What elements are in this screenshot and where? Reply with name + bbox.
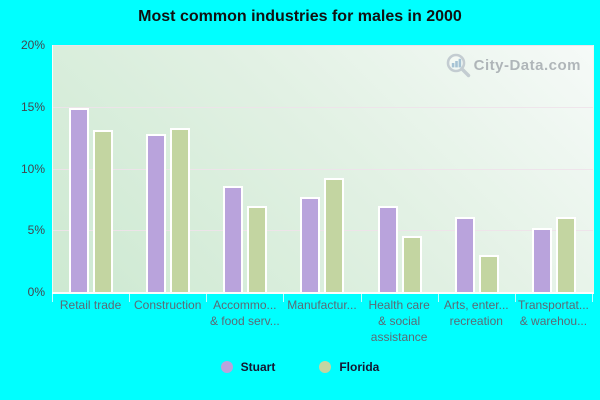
legend-marker-icon [220, 361, 233, 373]
bar-stuart-1 [146, 133, 167, 292]
x-axis-label-line: & food serv... [209, 314, 280, 328]
bar-florida-1 [170, 127, 191, 292]
x-axis-label-line: Arts, enter... [443, 298, 509, 312]
axis-tick [206, 293, 208, 302]
watermark: City-Data.com [445, 52, 581, 79]
axis-tick [592, 293, 593, 302]
x-axis-label-2: Accommo... & food serv... [198, 297, 291, 329]
legend-label: Stuart [240, 360, 276, 374]
y-axis-label: 15% [20, 99, 45, 114]
bar-florida-6 [555, 216, 576, 292]
y-axis-label: 10% [20, 161, 45, 176]
axis-tick [52, 293, 53, 302]
x-axis-label-6: Transportat... & warehou... [507, 297, 600, 329]
y-axis-label: 5% [27, 223, 45, 238]
x-axis-label-line: & warehou... [519, 314, 588, 328]
axis-tick [437, 293, 439, 302]
bar-stuart-0 [69, 108, 89, 292]
x-axis-label-line: Construction [134, 298, 202, 312]
bar-florida-4 [401, 236, 422, 292]
bar-florida-5 [478, 254, 499, 292]
gridline [53, 230, 593, 232]
x-axis-label-line: Accommo... [213, 298, 277, 312]
x-axis-label-line: Manufactur... [287, 298, 357, 312]
axis-tick [283, 293, 285, 302]
gridline [53, 106, 593, 108]
bar-stuart-3 [300, 196, 321, 292]
bar-stuart-4 [377, 205, 398, 292]
bar-stuart-6 [531, 227, 552, 292]
y-axis-label: 20% [20, 38, 45, 52]
x-axis-label-4: Health care & social assistance [353, 297, 446, 345]
x-axis-label-line: recreation [449, 314, 503, 328]
x-axis-label-line: Transportat... [517, 298, 589, 312]
x-axis-label-0: Retail trade [44, 297, 137, 313]
gridline [53, 168, 593, 170]
watermark-text: City-Data.com [473, 57, 581, 74]
x-axis-label-line: Health care [368, 298, 430, 312]
plot-area: City-Data.com [52, 45, 594, 294]
legend-item-florida: Florida [319, 360, 379, 374]
x-axis-label-line: & social [378, 314, 421, 328]
legend-item-stuart: Stuart [220, 360, 276, 374]
bar-florida-3 [324, 178, 345, 292]
axis-tick [129, 293, 131, 302]
bar-stuart-5 [454, 216, 475, 292]
x-axis-label-line: assistance [370, 330, 428, 344]
x-axis-label-5: Arts, enter... recreation [430, 297, 523, 329]
bars-layer [53, 45, 593, 292]
axis-tick [360, 293, 362, 302]
bar-florida-2 [247, 205, 268, 292]
bar-stuart-2 [223, 185, 244, 292]
axis-tick [514, 293, 516, 302]
y-axis-label: 0% [27, 285, 45, 299]
x-axis-label-line: Retail trade [59, 298, 122, 312]
city-data-logo-icon [445, 52, 472, 79]
bar-florida-0 [93, 130, 113, 292]
chart-title: Most common industries for males in 2000 [138, 8, 462, 25]
gridline [53, 45, 593, 46]
legend-label: Florida [339, 360, 380, 374]
x-axis-label-1: Construction [121, 297, 214, 313]
legend: Stuart Florida [0, 360, 600, 374]
x-axis-label-3: Manufactur... [275, 297, 368, 313]
legend-marker-icon [319, 361, 332, 373]
